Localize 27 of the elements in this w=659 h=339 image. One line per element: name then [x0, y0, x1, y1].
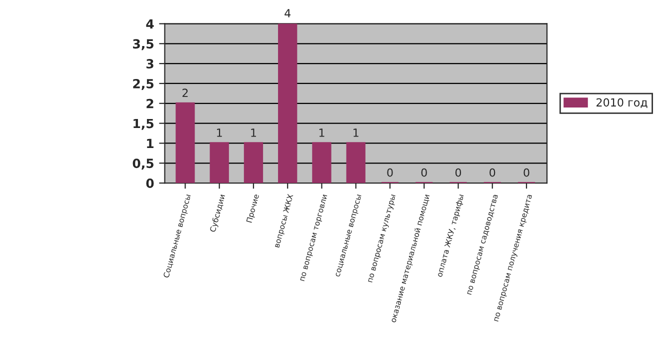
data-label: 0: [387, 168, 393, 177]
data-label: 1: [354, 128, 358, 137]
bar: [176, 102, 195, 184]
y-tick-label: 2: [146, 98, 154, 108]
bar: [312, 142, 332, 184]
legend-label: 2010 год: [596, 98, 648, 108]
data-label: 0: [421, 168, 427, 177]
data-label: 4: [284, 9, 291, 18]
y-tick-label: 4: [146, 19, 154, 28]
y-tick-label: 0: [146, 178, 154, 188]
bar: [210, 142, 229, 184]
data-label: 0: [455, 168, 462, 177]
bar: [278, 24, 298, 184]
data-label: 1: [251, 128, 256, 137]
data-label: 2: [182, 88, 188, 97]
data-label: 0: [490, 168, 496, 177]
y-tick-label: 0,5: [132, 158, 154, 170]
data-label: 1: [319, 128, 324, 137]
data-label: 1: [217, 128, 222, 137]
y-tick-label: 1,5: [134, 118, 154, 130]
data-label: 0: [524, 168, 530, 177]
y-tick-label: 3: [146, 59, 154, 68]
bar: [244, 142, 264, 184]
bar: [346, 142, 366, 184]
y-tick-label: 2,5: [133, 78, 154, 90]
y-tick-label: 3,5: [133, 39, 154, 50]
y-tick-label: 1: [147, 138, 154, 148]
